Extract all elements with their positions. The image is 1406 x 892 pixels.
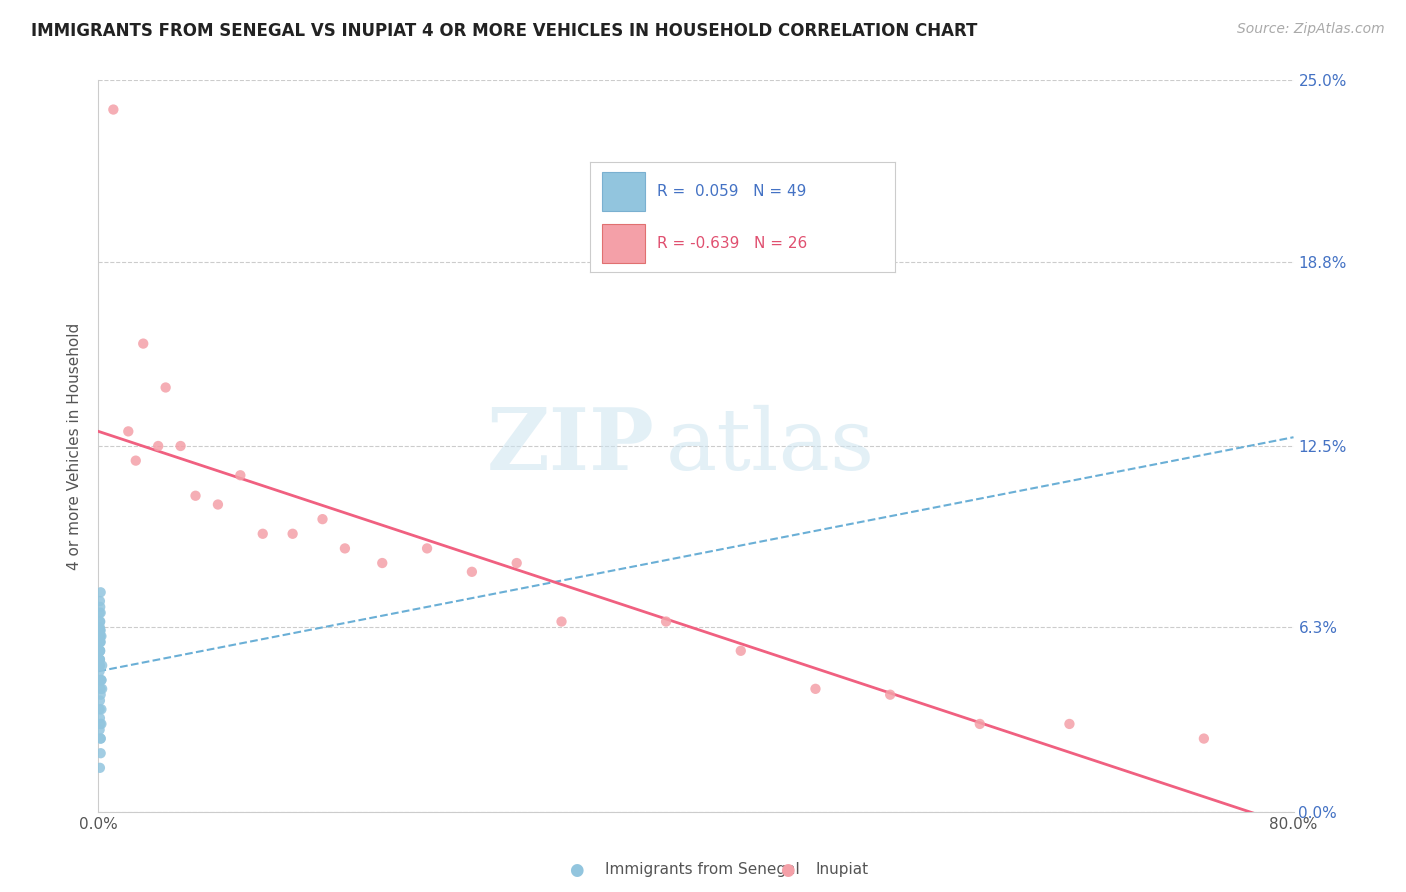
Point (311, 512, 333, 526)
Text: atlas: atlas (666, 404, 875, 488)
Point (89, 629, 111, 643)
Text: R =  0.059   N = 49: R = 0.059 N = 49 (657, 184, 806, 199)
Text: Inupiat: Inupiat (815, 863, 869, 877)
Text: ZIP: ZIP (486, 404, 654, 488)
Point (730, 644, 752, 658)
Point (281, 526, 304, 541)
Point (89, 629, 111, 643)
Point (90, 717, 112, 731)
Point (89, 644, 111, 658)
Point (89, 652, 111, 666)
Point (91, 681, 114, 696)
Point (90, 673, 112, 687)
Point (1192, 731, 1215, 746)
Point (89, 606, 111, 620)
Point (1059, 717, 1081, 731)
Point (89, 658, 111, 673)
Point (506, 556, 529, 570)
Point (89, 702, 111, 716)
Point (89, 635, 111, 649)
FancyBboxPatch shape (602, 172, 645, 211)
Text: IMMIGRANTS FROM SENEGAL VS INUPIAT 4 OR MORE VEHICLES IN HOUSEHOLD CORRELATION C: IMMIGRANTS FROM SENEGAL VS INUPIAT 4 OR … (31, 22, 977, 40)
Point (89, 615, 111, 629)
Point (148, 439, 170, 453)
Point (90, 673, 112, 687)
Point (90, 635, 112, 649)
Text: ●: ● (569, 861, 583, 879)
Text: R = -0.639   N = 26: R = -0.639 N = 26 (657, 235, 807, 251)
Point (132, 336, 155, 351)
Point (969, 717, 991, 731)
Point (89, 652, 111, 666)
Point (90, 629, 112, 643)
Point (89, 644, 111, 658)
Point (89, 635, 111, 649)
Point (229, 468, 252, 483)
Point (89, 629, 111, 643)
Point (89, 652, 111, 666)
Point (103, 103, 125, 117)
Point (89, 594, 111, 608)
Point (89, 615, 111, 629)
Point (89, 717, 111, 731)
FancyBboxPatch shape (602, 224, 645, 263)
Point (89, 644, 111, 658)
Point (89, 599, 111, 614)
Point (117, 425, 139, 439)
Point (169, 439, 191, 453)
Text: Immigrants from Senegal: Immigrants from Senegal (605, 863, 800, 877)
Point (90, 688, 112, 702)
Point (90, 731, 112, 746)
Point (90, 746, 112, 760)
Text: Source: ZipAtlas.com: Source: ZipAtlas.com (1237, 22, 1385, 37)
Point (89, 673, 111, 687)
Point (804, 681, 827, 696)
Y-axis label: 4 or more Vehicles in Household: 4 or more Vehicles in Household (67, 322, 83, 570)
Point (655, 615, 678, 629)
Point (879, 688, 901, 702)
Point (155, 380, 177, 394)
Point (89, 665, 111, 679)
Point (90, 585, 112, 599)
Point (90, 606, 112, 620)
Point (89, 635, 111, 649)
Point (90, 681, 112, 696)
Point (89, 723, 111, 737)
Point (89, 620, 111, 634)
Point (89, 658, 111, 673)
Point (89, 761, 111, 775)
Point (90, 624, 112, 638)
Point (91, 658, 114, 673)
Point (89, 644, 111, 658)
Point (89, 624, 111, 638)
Point (90, 702, 112, 716)
Point (550, 615, 572, 629)
Point (89, 711, 111, 725)
Point (207, 498, 229, 512)
Point (371, 556, 394, 570)
Point (461, 565, 484, 579)
Point (89, 635, 111, 649)
Point (90, 731, 112, 746)
Point (89, 644, 111, 658)
Text: ●: ● (780, 861, 794, 879)
Point (333, 541, 356, 556)
Point (184, 489, 207, 503)
Point (252, 526, 274, 541)
Point (89, 624, 111, 638)
Point (89, 693, 111, 707)
Point (125, 453, 148, 467)
Point (416, 541, 439, 556)
